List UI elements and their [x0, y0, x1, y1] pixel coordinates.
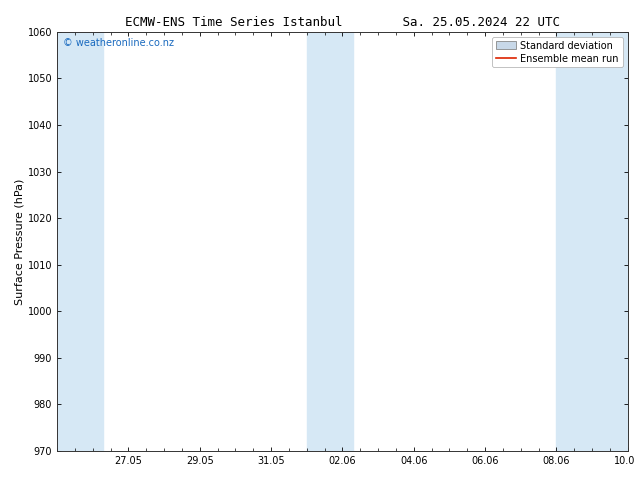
Bar	[57, 32, 103, 451]
Bar	[307, 32, 353, 451]
Legend: Standard deviation, Ensemble mean run: Standard deviation, Ensemble mean run	[492, 37, 623, 68]
Title: ECMW-ENS Time Series Istanbul        Sa. 25.05.2024 22 UTC: ECMW-ENS Time Series Istanbul Sa. 25.05.…	[125, 16, 560, 29]
Y-axis label: Surface Pressure (hPa): Surface Pressure (hPa)	[15, 178, 25, 304]
Bar	[557, 32, 628, 451]
Text: © weatheronline.co.nz: © weatheronline.co.nz	[63, 38, 174, 48]
